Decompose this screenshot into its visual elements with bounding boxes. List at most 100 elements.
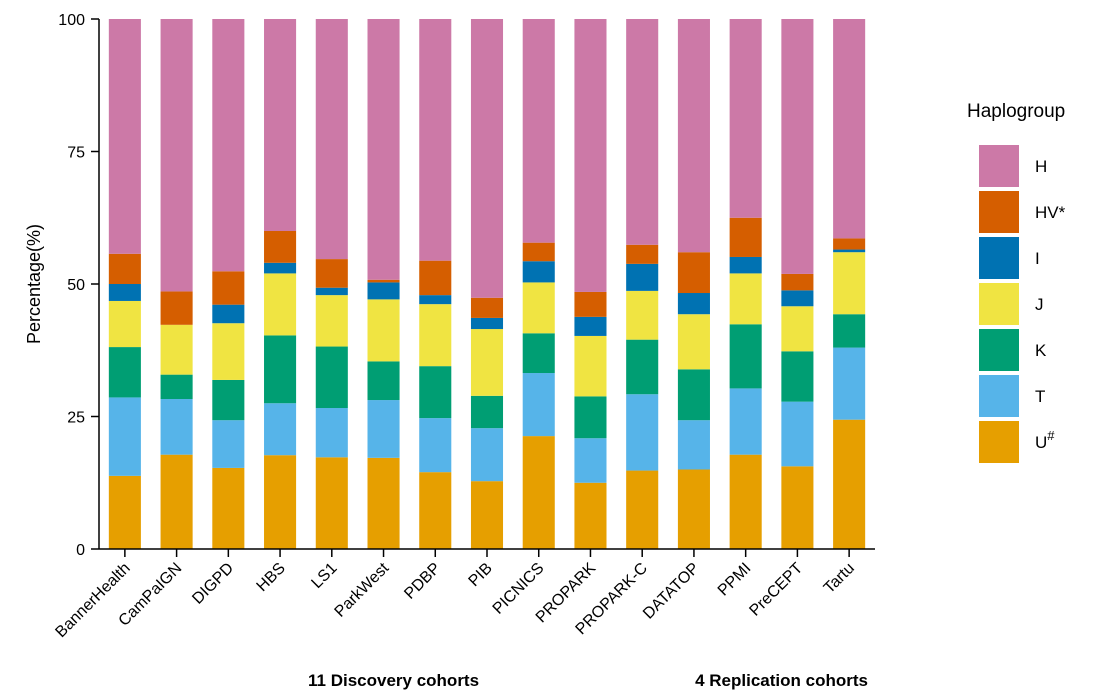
y-tick-label: 100 [58, 12, 85, 29]
legend-title: Haplogroup [967, 101, 1065, 122]
bar-segment-u-ls1 [315, 457, 348, 549]
bar-segment-h-parkwest [367, 19, 400, 280]
bar-segment-k-pib [470, 395, 504, 429]
legend-swatch [979, 145, 1019, 187]
bar-segment-t-parkwest [367, 400, 400, 458]
bar-segment-t-pdbp [419, 418, 452, 473]
y-tick-label: 75 [67, 145, 85, 162]
bar-stack-picnics [522, 19, 555, 549]
bar-segment-h-bannerhealth [108, 19, 141, 254]
legend-label: HV* [1035, 203, 1066, 222]
bar-segment-j-hbs [264, 273, 297, 336]
bar-segment-hv-propark-c [626, 244, 659, 264]
bar-segment-u-pdbp [419, 472, 452, 549]
legend-label-superscript: # [1047, 428, 1055, 443]
bar-segment-j-propark [574, 335, 607, 397]
x-tick-label: ParkWest [332, 559, 393, 620]
bar-segment-k-hbs [264, 335, 297, 404]
bar-segment-u-tartu [833, 419, 866, 549]
bar-stack-precept [781, 19, 814, 549]
bar-segment-j-precept [781, 306, 814, 352]
bar-segment-t-bannerhealth [108, 397, 141, 476]
legend-item-h: H [979, 145, 1047, 187]
bar-segment-h-ls1 [315, 19, 348, 260]
bar-segment-h-precept [781, 19, 814, 274]
bar-segment-hv-ls1 [315, 259, 348, 288]
bar-stack-parkwest [367, 19, 400, 549]
bar-segment-hv-campaign [160, 291, 193, 325]
bar-segment-h-pdbp [419, 19, 452, 261]
bar-segment-u-picnics [522, 436, 555, 549]
bar-segment-hv-tartu [833, 238, 866, 250]
bar-segment-k-digpd [212, 379, 245, 421]
bar-segment-t-precept [781, 401, 814, 467]
group-label: 11 Discovery cohorts [308, 671, 479, 690]
bar-segment-h-datatop [677, 19, 710, 253]
legend-label: H [1035, 157, 1047, 176]
bar-segment-i-datatop [677, 293, 710, 315]
bar-segment-h-campaign [160, 19, 193, 292]
bar-segment-j-bannerhealth [108, 300, 141, 348]
legend-label: I [1035, 249, 1040, 268]
bar-segment-j-propark-c [626, 290, 659, 340]
bar-segment-j-datatop [677, 314, 710, 370]
bar-segment-u-parkwest [367, 457, 400, 549]
legend-swatch [979, 421, 1019, 463]
y-tick-label: 25 [67, 410, 85, 427]
bar-segment-k-propark-c [626, 339, 659, 395]
bar-segment-i-precept [781, 290, 814, 307]
bar-stack-bannerhealth [108, 19, 141, 549]
bar-segment-h-ppmi [729, 19, 762, 218]
bar-segment-hv-picnics [522, 242, 555, 262]
bar-segment-i-propark-c [626, 263, 659, 291]
bar-segment-u-campaign [160, 454, 193, 549]
bar-segment-j-picnics [522, 282, 555, 334]
bar-stack-pib [470, 19, 504, 549]
legend-item-k: K [979, 329, 1047, 371]
bar-stack-tartu [833, 19, 866, 549]
bar-segment-j-campaign [160, 324, 193, 375]
legend-swatch [979, 237, 1019, 279]
bar-segment-j-digpd [212, 323, 245, 380]
bar-segment-hv-hbs [264, 231, 297, 263]
bar-stack-hbs [264, 19, 297, 549]
legend-swatch [979, 329, 1019, 371]
legend-item-j: J [979, 283, 1044, 325]
bar-segment-j-tartu [833, 252, 866, 315]
bar-segment-t-picnics [522, 373, 555, 437]
bar-segment-j-pib [470, 329, 504, 396]
bar-segment-t-ls1 [315, 408, 348, 458]
bar-segment-j-pdbp [419, 304, 452, 367]
legend-label: T [1035, 387, 1045, 406]
bar-segment-t-campaign [160, 399, 193, 455]
bar-segment-i-pib [470, 317, 504, 330]
bar-segment-h-propark [574, 19, 607, 292]
bar-segment-h-propark-c [626, 19, 659, 245]
x-tick-label: Tartu [821, 560, 858, 597]
legend-swatch [979, 375, 1019, 417]
bar-segment-i-parkwest [367, 282, 400, 300]
bar-segment-hv-pdbp [419, 260, 452, 296]
bar-segment-k-datatop [677, 369, 710, 421]
bar-segment-h-pib [470, 19, 504, 298]
bar-segment-t-hbs [264, 403, 297, 456]
bar-segment-hv-digpd [212, 271, 245, 305]
legend-item-hv: HV* [979, 191, 1066, 233]
bar-segment-t-pib [470, 428, 504, 482]
bar-segment-t-digpd [212, 420, 245, 468]
bar-stack-ls1 [315, 19, 348, 549]
bar-stack-propark [574, 19, 607, 549]
bar-segment-j-ppmi [729, 273, 762, 325]
bar-segment-k-bannerhealth [108, 347, 141, 398]
bar-segment-i-tartu [833, 249, 866, 253]
bar-stack-digpd [212, 19, 245, 549]
bar-segment-i-picnics [522, 261, 555, 283]
bar-segment-u-propark-c [626, 470, 659, 549]
bar-segment-i-ppmi [729, 256, 762, 274]
x-tick-label: PDBP [401, 560, 444, 603]
legend-items: H HV* I J K T U# [979, 145, 1066, 463]
bar-stack-propark-c [626, 19, 659, 549]
bar-segment-i-bannerhealth [108, 284, 141, 301]
x-tick-label: PreCEPT [746, 560, 806, 620]
